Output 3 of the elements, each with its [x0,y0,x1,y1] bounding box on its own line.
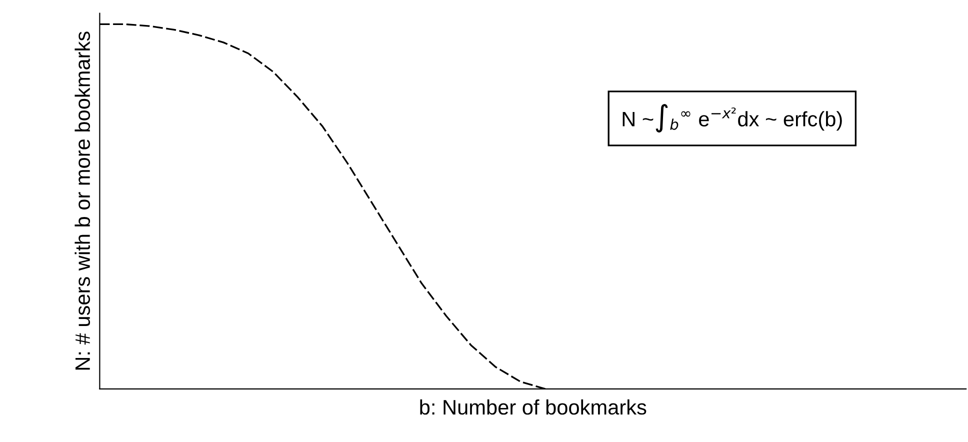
y-axis-title: N: # users with b or more bookmarks [74,32,90,370]
x-axis-title: b: Number of bookmarks [420,399,646,415]
annotation: N ~∫$_{b}$$^{∞}$ e$^{−x²}$dx ~ erfc(b) [622,104,842,133]
